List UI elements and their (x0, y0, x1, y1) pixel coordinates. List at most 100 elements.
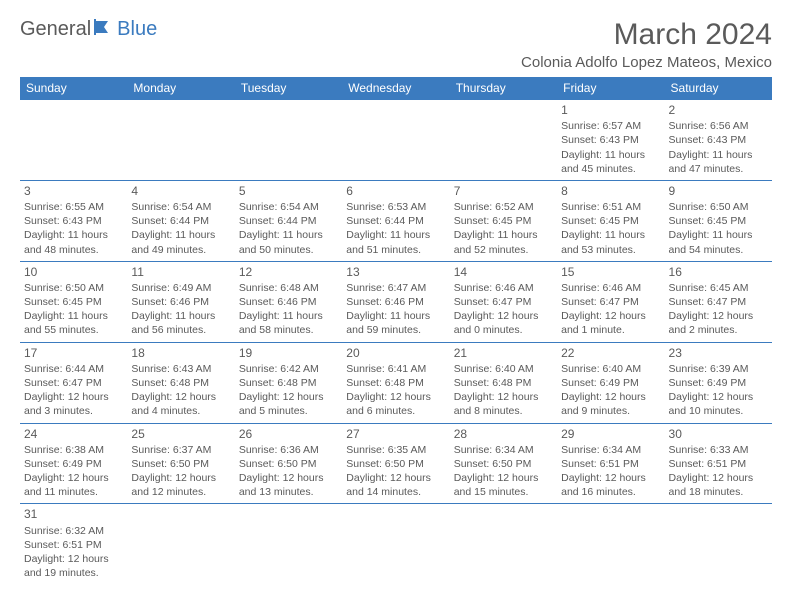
calendar-cell: 26Sunrise: 6:36 AMSunset: 6:50 PMDayligh… (235, 423, 342, 504)
sunrise-text: Sunrise: 6:39 AM (669, 362, 768, 376)
daylight-text: Daylight: 11 hours and 52 minutes. (454, 228, 553, 256)
header: General Blue March 2024 Colonia Adolfo Lo… (20, 18, 772, 71)
sunset-text: Sunset: 6:48 PM (346, 376, 445, 390)
day-number: 17 (24, 345, 123, 361)
sunrise-text: Sunrise: 6:32 AM (24, 524, 123, 538)
logo-text-general: General (20, 18, 91, 41)
day-of-week-header: Sunday (20, 77, 127, 100)
sunset-text: Sunset: 6:44 PM (131, 214, 230, 228)
calendar-cell: 8Sunrise: 6:51 AMSunset: 6:45 PMDaylight… (557, 180, 664, 261)
day-number: 13 (346, 264, 445, 280)
calendar-cell (342, 504, 449, 584)
day-number: 25 (131, 426, 230, 442)
calendar-week-row: 3Sunrise: 6:55 AMSunset: 6:43 PMDaylight… (20, 180, 772, 261)
sunrise-text: Sunrise: 6:40 AM (561, 362, 660, 376)
day-of-week-header: Wednesday (342, 77, 449, 100)
calendar-cell: 6Sunrise: 6:53 AMSunset: 6:44 PMDaylight… (342, 180, 449, 261)
sunrise-text: Sunrise: 6:52 AM (454, 200, 553, 214)
daylight-text: Daylight: 12 hours and 0 minutes. (454, 309, 553, 337)
calendar-cell: 4Sunrise: 6:54 AMSunset: 6:44 PMDaylight… (127, 180, 234, 261)
calendar-cell: 3Sunrise: 6:55 AMSunset: 6:43 PMDaylight… (20, 180, 127, 261)
day-of-week-header: Monday (127, 77, 234, 100)
calendar-cell (342, 100, 449, 181)
daylight-text: Daylight: 11 hours and 53 minutes. (561, 228, 660, 256)
day-number: 30 (669, 426, 768, 442)
sunrise-text: Sunrise: 6:47 AM (346, 281, 445, 295)
day-of-week-header: Saturday (665, 77, 772, 100)
daylight-text: Daylight: 12 hours and 15 minutes. (454, 471, 553, 499)
day-number: 1 (561, 102, 660, 118)
calendar-cell: 2Sunrise: 6:56 AMSunset: 6:43 PMDaylight… (665, 100, 772, 181)
sunrise-text: Sunrise: 6:35 AM (346, 443, 445, 457)
calendar-cell (450, 504, 557, 584)
sunrise-text: Sunrise: 6:46 AM (454, 281, 553, 295)
daylight-text: Daylight: 12 hours and 4 minutes. (131, 390, 230, 418)
day-number: 2 (669, 102, 768, 118)
daylight-text: Daylight: 12 hours and 18 minutes. (669, 471, 768, 499)
daylight-text: Daylight: 12 hours and 13 minutes. (239, 471, 338, 499)
calendar-cell (235, 100, 342, 181)
sunset-text: Sunset: 6:49 PM (669, 376, 768, 390)
day-number: 8 (561, 183, 660, 199)
calendar-cell: 9Sunrise: 6:50 AMSunset: 6:45 PMDaylight… (665, 180, 772, 261)
logo-text-blue: Blue (117, 18, 157, 41)
sunset-text: Sunset: 6:46 PM (131, 295, 230, 309)
day-of-week-header: Friday (557, 77, 664, 100)
day-number: 18 (131, 345, 230, 361)
calendar-cell: 29Sunrise: 6:34 AMSunset: 6:51 PMDayligh… (557, 423, 664, 504)
sunset-text: Sunset: 6:47 PM (561, 295, 660, 309)
calendar-cell (665, 504, 772, 584)
day-number: 22 (561, 345, 660, 361)
calendar-cell: 17Sunrise: 6:44 AMSunset: 6:47 PMDayligh… (20, 342, 127, 423)
day-number: 26 (239, 426, 338, 442)
sunrise-text: Sunrise: 6:42 AM (239, 362, 338, 376)
day-number: 11 (131, 264, 230, 280)
daylight-text: Daylight: 11 hours and 56 minutes. (131, 309, 230, 337)
day-number: 28 (454, 426, 553, 442)
sunset-text: Sunset: 6:43 PM (669, 133, 768, 147)
calendar-cell: 23Sunrise: 6:39 AMSunset: 6:49 PMDayligh… (665, 342, 772, 423)
daylight-text: Daylight: 11 hours and 49 minutes. (131, 228, 230, 256)
daylight-text: Daylight: 11 hours and 54 minutes. (669, 228, 768, 256)
sunrise-text: Sunrise: 6:55 AM (24, 200, 123, 214)
calendar-cell: 22Sunrise: 6:40 AMSunset: 6:49 PMDayligh… (557, 342, 664, 423)
sunset-text: Sunset: 6:45 PM (24, 295, 123, 309)
sunset-text: Sunset: 6:43 PM (561, 133, 660, 147)
sunrise-text: Sunrise: 6:57 AM (561, 119, 660, 133)
daylight-text: Daylight: 11 hours and 58 minutes. (239, 309, 338, 337)
calendar-cell: 20Sunrise: 6:41 AMSunset: 6:48 PMDayligh… (342, 342, 449, 423)
day-number: 10 (24, 264, 123, 280)
calendar-cell: 28Sunrise: 6:34 AMSunset: 6:50 PMDayligh… (450, 423, 557, 504)
calendar-body: 1Sunrise: 6:57 AMSunset: 6:43 PMDaylight… (20, 100, 772, 585)
daylight-text: Daylight: 11 hours and 59 minutes. (346, 309, 445, 337)
sunrise-text: Sunrise: 6:43 AM (131, 362, 230, 376)
sunset-text: Sunset: 6:44 PM (239, 214, 338, 228)
day-number: 9 (669, 183, 768, 199)
calendar-cell (450, 100, 557, 181)
sunset-text: Sunset: 6:48 PM (131, 376, 230, 390)
sunrise-text: Sunrise: 6:48 AM (239, 281, 338, 295)
calendar-cell: 30Sunrise: 6:33 AMSunset: 6:51 PMDayligh… (665, 423, 772, 504)
sunrise-text: Sunrise: 6:53 AM (346, 200, 445, 214)
day-number: 6 (346, 183, 445, 199)
sunset-text: Sunset: 6:50 PM (239, 457, 338, 471)
sunset-text: Sunset: 6:46 PM (346, 295, 445, 309)
sunrise-text: Sunrise: 6:50 AM (669, 200, 768, 214)
sunrise-text: Sunrise: 6:49 AM (131, 281, 230, 295)
calendar-week-row: 10Sunrise: 6:50 AMSunset: 6:45 PMDayligh… (20, 261, 772, 342)
sunrise-text: Sunrise: 6:54 AM (239, 200, 338, 214)
day-number: 21 (454, 345, 553, 361)
calendar-cell: 11Sunrise: 6:49 AMSunset: 6:46 PMDayligh… (127, 261, 234, 342)
calendar-cell: 13Sunrise: 6:47 AMSunset: 6:46 PMDayligh… (342, 261, 449, 342)
sunset-text: Sunset: 6:48 PM (454, 376, 553, 390)
day-of-week-header: Tuesday (235, 77, 342, 100)
calendar-cell: 19Sunrise: 6:42 AMSunset: 6:48 PMDayligh… (235, 342, 342, 423)
calendar-week-row: 1Sunrise: 6:57 AMSunset: 6:43 PMDaylight… (20, 100, 772, 181)
flag-icon (94, 18, 116, 41)
calendar-cell: 31Sunrise: 6:32 AMSunset: 6:51 PMDayligh… (20, 504, 127, 584)
title-block: March 2024 Colonia Adolfo Lopez Mateos, … (521, 18, 772, 71)
day-number: 14 (454, 264, 553, 280)
sunrise-text: Sunrise: 6:37 AM (131, 443, 230, 457)
daylight-text: Daylight: 11 hours and 55 minutes. (24, 309, 123, 337)
calendar-cell: 14Sunrise: 6:46 AMSunset: 6:47 PMDayligh… (450, 261, 557, 342)
